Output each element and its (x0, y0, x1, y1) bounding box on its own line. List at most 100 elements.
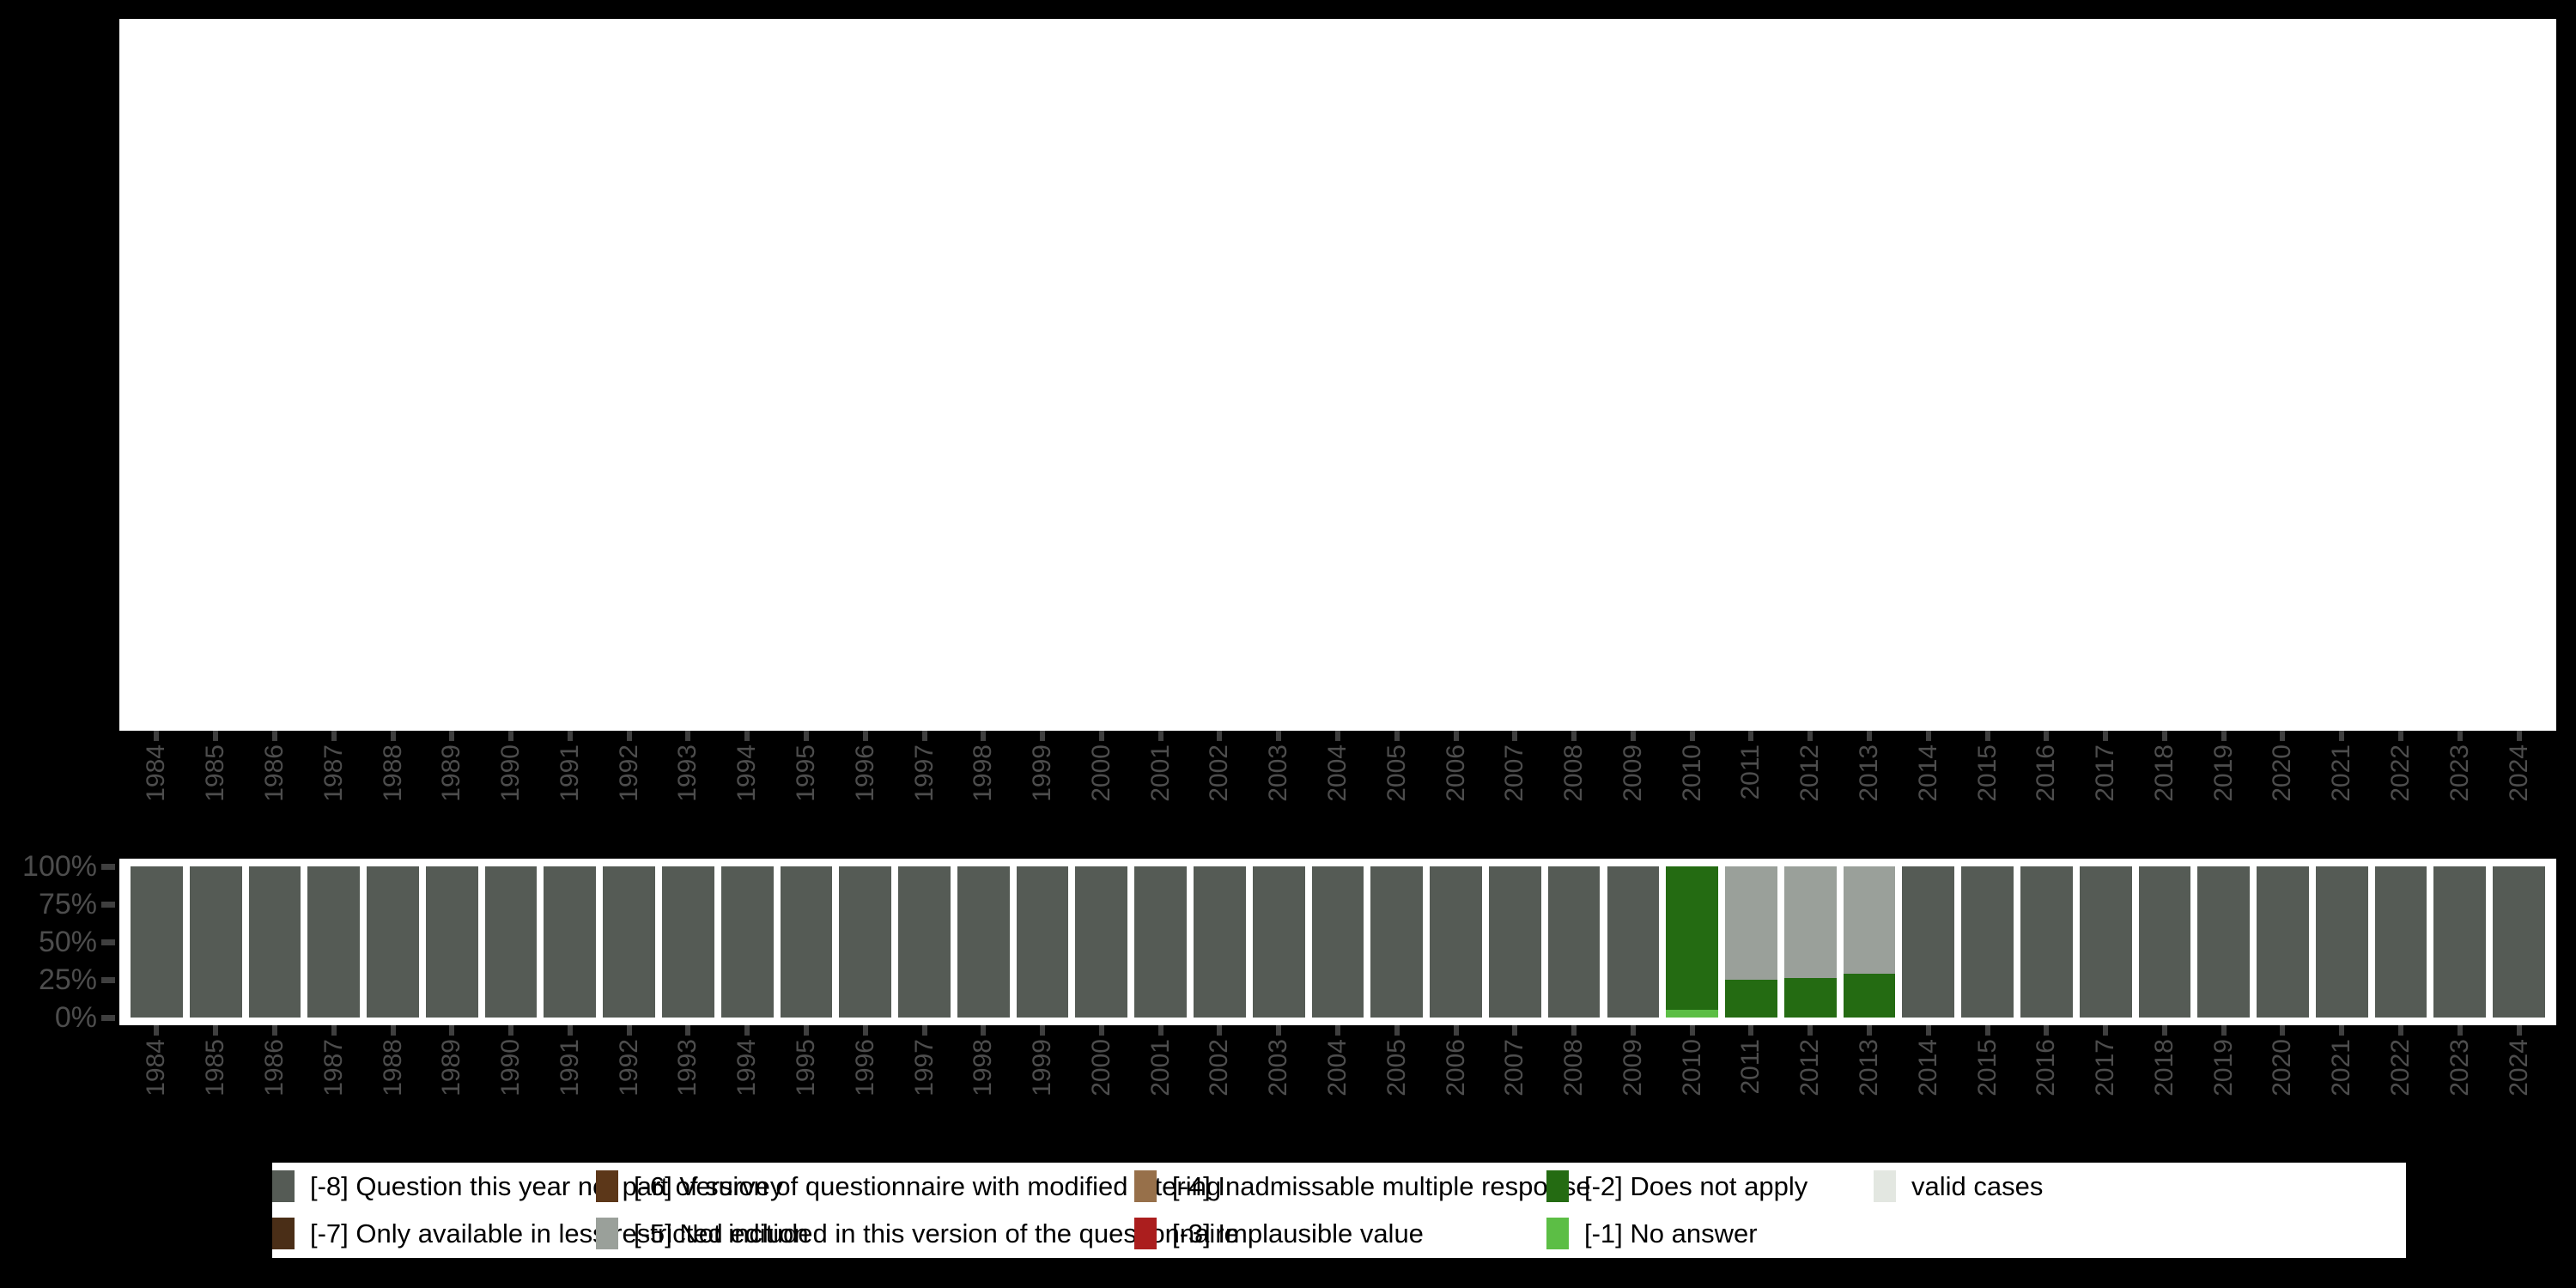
bar-segment-2011-not_included_version (1725, 866, 1777, 980)
bottom-year-label-2004: 2004 (1323, 1039, 1352, 1097)
bottom-year-tick-2010 (1689, 1025, 1695, 1036)
bar-column-1996[interactable] (839, 866, 892, 1018)
bar-column-1985[interactable] (189, 866, 242, 1018)
bar-column-2013[interactable] (1843, 866, 1896, 1018)
bar-column-2001[interactable] (1134, 866, 1188, 1018)
legend-label: [-1] No answer (1584, 1218, 1758, 1249)
bar-segment-1997-q_not_part (898, 866, 951, 1018)
bottom-year-tick-2004 (1335, 1025, 1340, 1036)
bar-segment-1987-q_not_part (307, 866, 361, 1018)
bar-column-2020[interactable] (2257, 866, 2309, 1018)
legend-item-valid_cases[interactable]: valid cases (1874, 1163, 2043, 1210)
bar-column-2022[interactable] (2374, 866, 2427, 1018)
bar-segment-1998-q_not_part (957, 866, 1010, 1018)
swatch-tan-icon (1134, 1170, 1157, 1202)
bar-column-2018[interactable] (2138, 866, 2191, 1018)
bar-column-1992[interactable] (603, 866, 655, 1018)
top-year-label-2001: 2001 (1145, 744, 1175, 802)
bar-column-2012[interactable] (1783, 866, 1837, 1018)
bar-column-2016[interactable] (2020, 866, 2073, 1018)
bar-column-1998[interactable] (957, 866, 1010, 1018)
bar-column-2008[interactable] (1547, 866, 1601, 1018)
bar-column-2007[interactable] (1488, 866, 1541, 1018)
top-year-tick-1993 (685, 731, 691, 741)
legend-label: [-3] Implausible value (1172, 1218, 1424, 1249)
top-year-label-2019: 2019 (2208, 744, 2238, 802)
legend-item-modified_filtering[interactable]: [-6] Version of questionnaire with modif… (596, 1163, 1221, 1210)
bar-segment-2010-does_not_apply (1666, 866, 1719, 1011)
bar-column-1986[interactable] (248, 866, 301, 1018)
bar-segment-1986-q_not_part (248, 866, 301, 1018)
top-year-tick-2021 (2339, 731, 2345, 741)
bottom-year-label-1984: 1984 (142, 1039, 171, 1097)
bottom-year-label-2012: 2012 (1795, 1039, 1825, 1097)
bar-column-1988[interactable] (367, 866, 419, 1018)
top-year-label-2024: 2024 (2504, 744, 2533, 802)
legend-item-only_less_restricted[interactable]: [-7] Only available in less restricted e… (272, 1210, 809, 1257)
legend-item-no_answer[interactable]: [-1] No answer (1546, 1210, 1758, 1257)
bottom-year-label-1989: 1989 (437, 1039, 466, 1097)
bar-column-2015[interactable] (1961, 866, 2014, 1018)
bottom-year-label-2003: 2003 (1264, 1039, 1293, 1097)
y-axis-label-0: 0% (54, 1001, 97, 1034)
bar-column-2005[interactable] (1370, 866, 1424, 1018)
bar-column-1991[interactable] (544, 866, 597, 1018)
bar-column-2023[interactable] (2433, 866, 2487, 1018)
bar-column-2006[interactable] (1430, 866, 1482, 1018)
bar-column-2021[interactable] (2315, 866, 2368, 1018)
bar-column-1987[interactable] (307, 866, 361, 1018)
bar-segment-2018-q_not_part (2138, 866, 2191, 1018)
top-year-label-1990: 1990 (496, 744, 526, 802)
bar-segment-2015-q_not_part (1961, 866, 2014, 1018)
bar-column-1999[interactable] (1016, 866, 1069, 1018)
bar-column-2019[interactable] (2197, 866, 2251, 1018)
top-year-tick-2000 (1098, 731, 1104, 741)
legend-item-implausible_value[interactable]: [-3] Implausible value (1134, 1210, 1424, 1257)
legend-label: [-2] Does not apply (1584, 1171, 1808, 1201)
bottom-year-tick-2012 (1807, 1025, 1814, 1036)
top-year-label-2002: 2002 (1205, 744, 1234, 802)
bar-column-2002[interactable] (1194, 866, 1246, 1018)
legend-item-inadmissable_multiple[interactable]: [-4] Inadmissable multiple response (1134, 1163, 1591, 1210)
bottom-year-tick-1994 (744, 1025, 750, 1036)
bar-column-2014[interactable] (1902, 866, 1955, 1018)
bottom-year-tick-1986 (271, 1025, 277, 1036)
top-year-axis: 1984 1985 1986 1987 1988 1989 1990 1991 1992 1993… (119, 731, 2556, 851)
top-chart-panel (119, 19, 2556, 731)
bar-column-1994[interactable] (720, 866, 774, 1018)
bottom-year-tick-1989 (449, 1025, 455, 1036)
top-year-label-1988: 1988 (378, 744, 407, 802)
bar-column-1995[interactable] (780, 866, 833, 1018)
top-year-label-2003: 2003 (1264, 744, 1293, 802)
top-year-tick-2024 (2516, 731, 2522, 741)
bar-column-1990[interactable] (484, 866, 538, 1018)
top-year-tick-1992 (626, 731, 632, 741)
top-year-tick-1995 (803, 731, 809, 741)
swatch-red-icon (1134, 1218, 1157, 1249)
bar-column-2024[interactable] (2493, 866, 2545, 1018)
top-year-label-2010: 2010 (1677, 744, 1706, 802)
top-year-label-1989: 1989 (437, 744, 466, 802)
bar-segment-2023-q_not_part (2433, 866, 2487, 1018)
bar-column-2017[interactable] (2079, 866, 2132, 1018)
top-year-tick-2019 (2221, 731, 2227, 741)
bar-column-2010[interactable] (1666, 866, 1719, 1018)
bottom-year-tick-2016 (2044, 1025, 2050, 1036)
bar-column-1993[interactable] (662, 866, 714, 1018)
bar-column-1989[interactable] (425, 866, 478, 1018)
y-axis-label-100: 100% (22, 850, 97, 883)
chart-legend: [-8] Question this year not part of surv… (272, 1163, 2406, 1258)
bar-column-2004[interactable] (1311, 866, 1364, 1018)
bar-column-2003[interactable] (1252, 866, 1305, 1018)
bar-column-2009[interactable] (1607, 866, 1660, 1018)
bar-column-1984[interactable] (131, 866, 183, 1018)
bottom-year-label-2002: 2002 (1205, 1039, 1234, 1097)
bottom-year-label-2013: 2013 (1855, 1039, 1884, 1097)
bar-column-2011[interactable] (1725, 866, 1777, 1018)
bar-column-2000[interactable] (1075, 866, 1128, 1018)
bottom-year-label-2019: 2019 (2208, 1039, 2238, 1097)
bottom-year-label-2018: 2018 (2149, 1039, 2178, 1097)
legend-item-does_not_apply[interactable]: [-2] Does not apply (1546, 1163, 1807, 1210)
legend-item-q_not_part[interactable]: [-8] Question this year not part of surv… (272, 1163, 783, 1210)
bar-column-1997[interactable] (898, 866, 951, 1018)
